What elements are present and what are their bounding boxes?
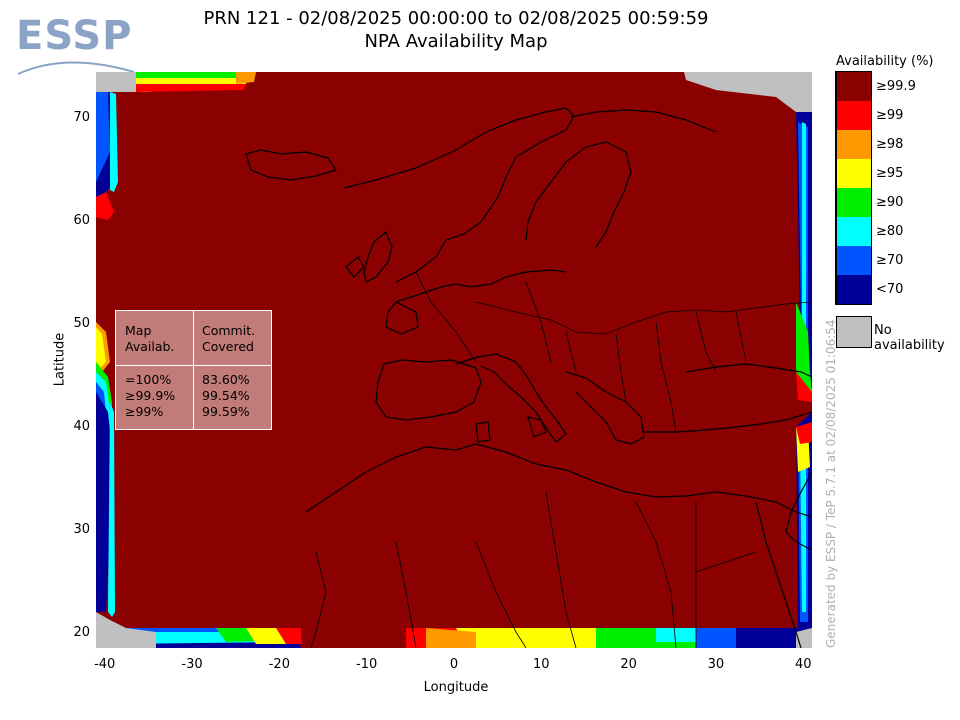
legend-swatch (836, 217, 872, 246)
north-edge-band (236, 72, 256, 84)
borders (310, 271, 812, 648)
stats-commitment-covered-values: 83.60% 99.54% 99.59% (202, 372, 250, 419)
west-edge-band (96, 92, 110, 182)
x-tick-label: 40 (794, 657, 812, 672)
legend-label: ≥99 (876, 108, 904, 123)
legend-label: ≥99.9 (876, 79, 916, 94)
legend-title: Availability (%) (836, 54, 934, 69)
legend-label: ≥80 (876, 224, 904, 239)
x-axis-label: Longitude (423, 680, 489, 695)
legend-swatch (836, 130, 872, 159)
west-edge-band (110, 92, 118, 192)
chart-subtitle: NPA Availability Map (364, 31, 548, 52)
south-edge-band (276, 628, 302, 644)
stats-divider-vertical (193, 311, 194, 429)
legend-label: ≥70 (876, 253, 904, 268)
no-availability-region (96, 72, 136, 92)
stats-map-availability-values: =100% ≥99.9% ≥99% (125, 372, 176, 419)
x-tick-label: -40 (94, 657, 116, 672)
east-edge-band (796, 302, 812, 392)
logo-text: ESSP (16, 13, 133, 59)
chart-title: PRN 121 - 02/08/2025 00:00:00 to 02/08/2… (203, 8, 709, 29)
coastlines (245, 107, 812, 648)
west-edge-band (96, 392, 112, 612)
east-edge-band (796, 372, 812, 402)
y-tick-label: 40 (73, 418, 90, 434)
y-tick-label: 30 (73, 521, 90, 537)
east-edge-band (796, 422, 812, 444)
availability-regions (96, 72, 812, 648)
y-tick-label: 70 (73, 110, 90, 126)
west-edge-band (96, 192, 114, 220)
logo-swoosh-icon (17, 61, 135, 75)
legend-swatch (836, 72, 872, 101)
legend-swatch (836, 101, 872, 130)
legend-swatch (836, 159, 872, 188)
stats-header-map-availability: Map Availab. (125, 323, 175, 354)
legend-swatch (836, 188, 872, 217)
y-tick-label: 50 (73, 316, 90, 331)
south-edge-band (736, 628, 812, 648)
legend-swatch (836, 275, 872, 304)
legend-label-no-availability: No availability (874, 323, 945, 353)
legend-label: ≥98 (876, 137, 904, 152)
legend-swatch (836, 246, 872, 275)
y-tick-label: 20 (73, 624, 90, 640)
generated-by-text: Generated by ESSP / TeP 5.7.1 at 02/08/2… (824, 319, 838, 648)
no-availability-region (684, 72, 812, 112)
x-tick-label: -30 (181, 657, 203, 672)
x-tick-label: 20 (620, 657, 637, 672)
no-availability-region (96, 612, 156, 648)
legend-label: <70 (876, 282, 904, 297)
south-edge-band (426, 628, 476, 648)
stats-divider-horizontal (116, 365, 271, 366)
legend-swatch-no-availability (836, 316, 872, 348)
essp-logo: ESSP (16, 12, 146, 82)
y-tick-label: 60 (73, 213, 90, 229)
stats-header-commitment-covered: Commit. Covered (202, 323, 256, 354)
west-edge-band (96, 327, 106, 372)
east-edge-band (800, 432, 806, 612)
x-tick-label: 30 (707, 657, 725, 672)
x-tick-label: -10 (356, 657, 378, 672)
legend-label: ≥90 (876, 195, 904, 210)
stats-table: Map Availab. Commit. Covered =100% ≥99.9… (115, 310, 272, 430)
west-edge-band (108, 402, 115, 617)
legend-label: ≥95 (876, 166, 904, 181)
x-tick-label: -20 (268, 657, 290, 672)
north-edge-band (136, 84, 246, 92)
east-edge-band (802, 122, 806, 382)
x-tick-label: 10 (533, 657, 550, 672)
x-tick-label: 0 (449, 657, 459, 672)
